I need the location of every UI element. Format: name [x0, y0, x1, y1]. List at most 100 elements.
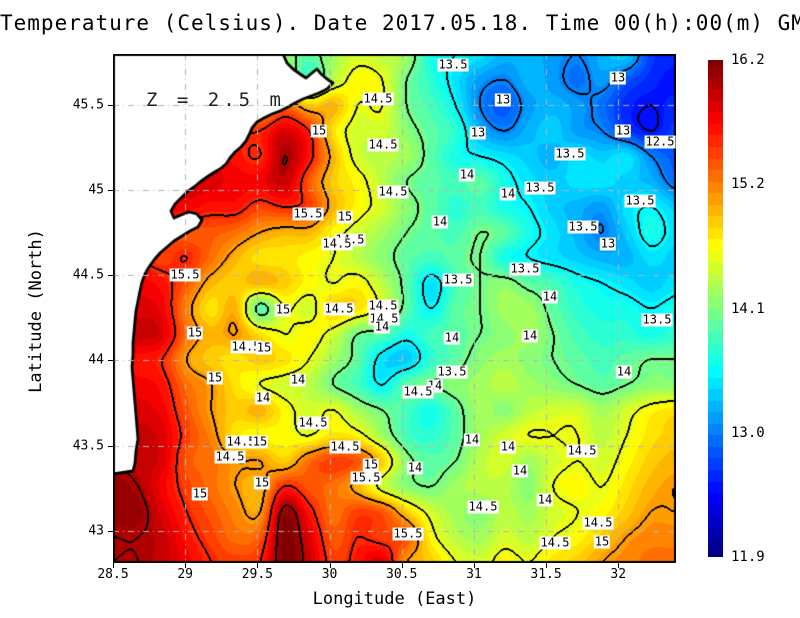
colorbar-canvas	[708, 60, 723, 557]
contour-label: 14.5	[225, 434, 257, 449]
colorbar-tick-label: 16.2	[731, 52, 765, 68]
contour-label: 13.5	[437, 57, 469, 72]
contour-label: 15.5	[292, 206, 324, 221]
y-tick-label: 44	[88, 352, 104, 368]
contour-label: 14.5	[329, 439, 361, 454]
contour-label: 14	[443, 330, 461, 345]
x-tick-label: 29.5	[241, 567, 273, 582]
contour-label: 14.5	[402, 384, 434, 399]
contour-label: 14.5	[566, 443, 598, 458]
contour-label: 14.5	[467, 499, 499, 514]
contour-label: 14	[521, 328, 539, 343]
contour-label: 14.5	[367, 137, 399, 152]
contour-label: 12.5	[644, 134, 676, 149]
x-tick-mark	[185, 563, 187, 568]
x-tick-mark	[473, 563, 475, 568]
y-tick-label: 45.5	[72, 97, 104, 113]
contour-label: 15	[186, 325, 204, 340]
contour-label: 15.5	[169, 267, 201, 282]
x-tick-label: 31.5	[530, 567, 562, 582]
y-tick-label: 45	[88, 182, 104, 198]
x-tick-label: 29	[177, 567, 193, 582]
y-tick-label: 43.5	[72, 438, 104, 454]
y-axis-label: Latitude (North)	[26, 229, 46, 393]
contour-label: 14.5	[230, 339, 262, 354]
contour-label: 14.5	[582, 515, 614, 530]
contour-label: 15	[310, 123, 328, 138]
colorbar-tick-label: 13.0	[731, 424, 765, 441]
x-tick-label: 30	[321, 567, 338, 582]
contour-label: 13.5	[567, 219, 599, 234]
x-tick-mark	[257, 563, 259, 568]
contour-label: 14.5	[539, 535, 571, 550]
x-tick-label: 32	[610, 567, 627, 582]
x-tick-label: 28.5	[97, 567, 129, 582]
contour-label: 14	[541, 289, 559, 304]
y-tick-label: 43	[88, 523, 104, 539]
y-tick-mark	[108, 275, 113, 277]
x-tick-mark	[618, 563, 620, 568]
figure-title: Temperature (Celsius). Date 2017.05.18. …	[0, 11, 800, 35]
contour-label: 13	[614, 123, 632, 138]
y-tick-mark	[108, 530, 113, 532]
contour-label: 14	[536, 492, 554, 507]
y-tick-mark	[108, 445, 113, 447]
contour-label: 13	[494, 92, 512, 107]
contour-label: 13.5	[624, 193, 656, 208]
depth-annotation: Z = 2.5 m	[146, 89, 285, 111]
contour-label: 14	[463, 432, 481, 447]
contour-label: 14	[499, 439, 517, 454]
colorbar-tick-label: 11.9	[731, 549, 765, 565]
colorbar-tick-label: 15.2	[731, 176, 765, 193]
contour-label: 14	[406, 460, 424, 475]
contour-label: 14.5	[377, 184, 409, 199]
contour-label: 14	[431, 214, 449, 229]
contour-label: 13	[599, 236, 617, 251]
contour-label: 14.5	[367, 298, 399, 313]
contour-label: 15.5	[392, 526, 424, 541]
contour-label: 15	[336, 209, 354, 224]
contour-label: 14	[373, 319, 391, 334]
contour-label: 14	[615, 364, 633, 379]
contour-label: 14.5	[321, 236, 353, 251]
contour-label: 15	[593, 534, 611, 549]
contour-label: 13	[469, 125, 487, 140]
contour-label: 15	[362, 457, 380, 472]
contour-label: 13.5	[509, 261, 541, 276]
contour-label: 15	[255, 340, 273, 355]
contour-label: 14.5	[323, 301, 355, 316]
x-tick-label: 31	[466, 567, 482, 582]
y-tick-mark	[108, 360, 113, 362]
contour-label: 13.5	[554, 146, 586, 161]
contour-label: 15.5	[350, 470, 382, 485]
y-tick-mark	[108, 190, 113, 192]
x-tick-mark	[113, 563, 114, 568]
contour-label: 14	[499, 186, 517, 201]
x-tick-mark	[546, 563, 548, 568]
contour-label: 13.5	[436, 364, 468, 379]
contour-label: 14.5	[214, 449, 246, 464]
contour-label: 14	[254, 390, 272, 405]
contour-label: 13.5	[442, 272, 474, 287]
x-tick-mark	[329, 563, 331, 568]
x-tick-label: 30.5	[386, 567, 418, 582]
contour-label: 14.5	[297, 415, 329, 430]
contour-label: 15	[251, 434, 269, 449]
x-axis-label: Longitude (East)	[312, 589, 477, 609]
contour-label: 14.5	[362, 91, 394, 106]
contour-label: 15	[274, 302, 292, 317]
contour-label: 14	[458, 167, 476, 182]
contour-label: 14	[289, 372, 307, 387]
x-tick-mark	[401, 563, 403, 568]
contour-label: 14	[511, 463, 529, 478]
contour-label: 13.5	[524, 180, 556, 195]
contour-label: 15	[253, 475, 271, 490]
contour-label: 13	[609, 70, 627, 85]
y-tick-mark	[108, 105, 113, 107]
colorbar-tick-label: 14.1	[731, 300, 765, 317]
contour-label: 13.5	[641, 312, 673, 327]
y-tick-label: 44.5	[72, 267, 104, 283]
contour-label: 15	[191, 486, 209, 501]
contour-label: 15	[206, 370, 224, 385]
